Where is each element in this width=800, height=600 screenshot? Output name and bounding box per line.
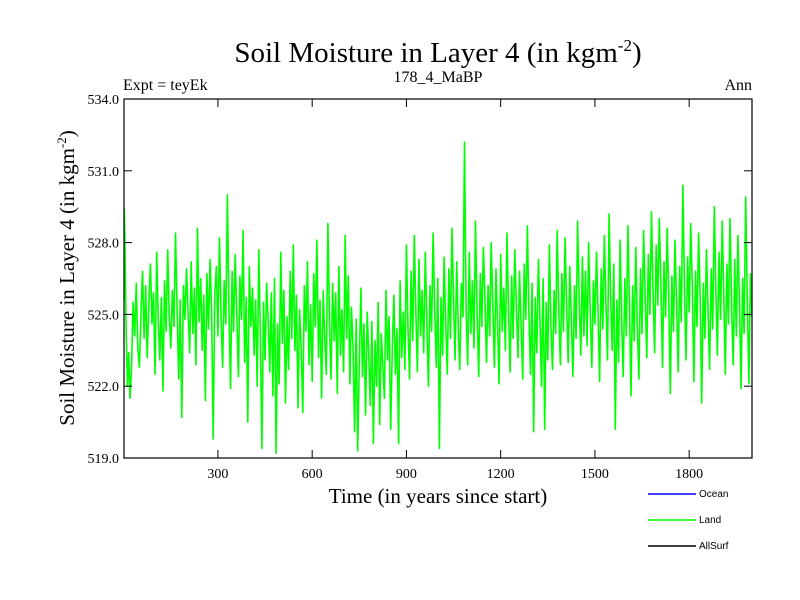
subtitle-season: Ann — [724, 77, 752, 94]
x-tick-label: 300 — [207, 467, 228, 482]
x-tick-label: 600 — [302, 467, 323, 482]
y-axis-label: Soil Moisture in Layer 4 (in kgm-2) — [54, 130, 79, 425]
y-tick-label: 528.0 — [88, 237, 120, 252]
legend-label-land: Land — [699, 515, 721, 526]
subtitle-period: 178_4_MaBP — [394, 69, 483, 86]
y-tick-label: 525.0 — [88, 308, 120, 323]
x-tick-label: 1800 — [675, 467, 703, 482]
y-axis-label-superscript: -2 — [54, 137, 69, 148]
y-tick-label: 522.0 — [88, 380, 120, 395]
legend: Ocean Land AllSurf — [648, 489, 729, 552]
plot-frame — [123, 98, 753, 459]
y-tick-label: 534.0 — [88, 93, 120, 108]
x-axis: 300 600 900 1200 1500 1800 — [207, 99, 703, 482]
y-tick-label: 531.0 — [88, 165, 120, 180]
subtitle-experiment: Expt = teyEk — [123, 77, 208, 94]
y-axis: 519.0 522.0 525.0 528.0 531.0 534.0 — [88, 93, 752, 467]
series-line-land — [124, 141, 752, 455]
x-tick-label: 900 — [396, 467, 417, 482]
y-tick-label: 519.0 — [88, 452, 120, 467]
chart-title-superscript: -2 — [618, 36, 632, 55]
x-axis-label: Time (in years since start) — [329, 484, 548, 508]
legend-label-ocean: Ocean — [699, 489, 728, 500]
plot-area: 300 600 900 1200 1500 1800 519.0 522.0 525.0 528… — [88, 93, 753, 482]
chart-title: Soil Moisture in Layer 4 (in kgm-2) — [234, 36, 641, 69]
series-layer — [124, 141, 752, 455]
x-tick-label: 1200 — [487, 467, 515, 482]
x-tick-label: 1500 — [581, 467, 609, 482]
legend-label-allsurf: AllSurf — [699, 541, 729, 552]
